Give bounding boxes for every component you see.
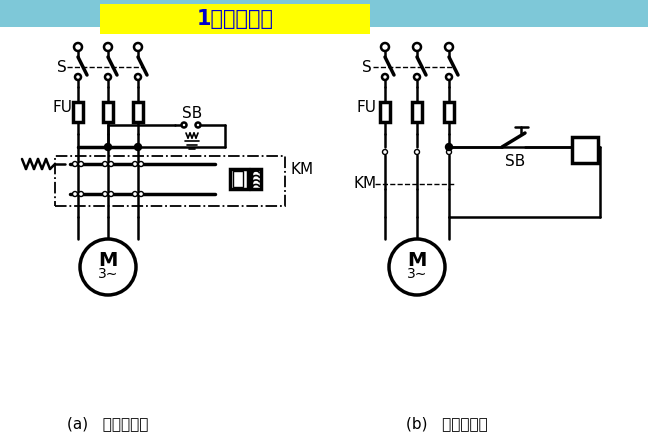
Bar xyxy=(100,4,370,34)
Text: KM: KM xyxy=(290,161,313,176)
Bar xyxy=(73,102,83,122)
Circle shape xyxy=(382,149,388,155)
Circle shape xyxy=(446,144,452,150)
Circle shape xyxy=(139,191,143,197)
Text: KM: KM xyxy=(353,176,376,191)
Circle shape xyxy=(381,43,389,51)
Circle shape xyxy=(108,191,113,197)
Text: M: M xyxy=(98,251,118,270)
Bar xyxy=(230,169,248,189)
Circle shape xyxy=(132,161,137,167)
Circle shape xyxy=(389,239,445,295)
Bar xyxy=(444,102,454,122)
Circle shape xyxy=(104,43,112,51)
Text: 1、点动控制: 1、点动控制 xyxy=(196,9,273,29)
Circle shape xyxy=(446,149,452,155)
Circle shape xyxy=(139,161,143,167)
Circle shape xyxy=(78,191,84,197)
Circle shape xyxy=(102,161,108,167)
Text: (b)   电气原理图: (b) 电气原理图 xyxy=(406,416,488,431)
Bar xyxy=(0,0,648,27)
Text: 3∼: 3∼ xyxy=(407,267,427,281)
Circle shape xyxy=(413,43,421,51)
Text: M: M xyxy=(408,251,426,270)
Circle shape xyxy=(80,239,136,295)
Circle shape xyxy=(108,161,113,167)
Circle shape xyxy=(134,43,142,51)
Circle shape xyxy=(196,122,200,127)
Circle shape xyxy=(105,74,111,80)
Circle shape xyxy=(446,74,452,80)
Circle shape xyxy=(414,74,420,80)
Circle shape xyxy=(382,74,388,80)
Bar xyxy=(233,171,243,187)
Text: SB: SB xyxy=(505,155,525,169)
Circle shape xyxy=(104,144,111,150)
Circle shape xyxy=(135,74,141,80)
Bar xyxy=(251,169,261,189)
Circle shape xyxy=(132,191,137,197)
Bar xyxy=(55,156,285,206)
Text: S: S xyxy=(57,60,67,75)
Text: FU: FU xyxy=(52,99,72,114)
Text: S: S xyxy=(362,60,372,75)
Text: 3∼: 3∼ xyxy=(98,267,118,281)
Circle shape xyxy=(415,149,419,155)
Circle shape xyxy=(78,161,84,167)
Circle shape xyxy=(181,122,187,127)
Circle shape xyxy=(102,191,108,197)
Bar xyxy=(380,102,390,122)
Circle shape xyxy=(73,191,78,197)
Bar xyxy=(103,102,113,122)
Bar xyxy=(412,102,422,122)
Circle shape xyxy=(135,144,141,150)
Circle shape xyxy=(73,161,78,167)
Text: (a)   接线示意图: (a) 接线示意图 xyxy=(67,416,148,431)
Text: KM: KM xyxy=(575,143,596,157)
Text: SB: SB xyxy=(182,106,202,121)
Circle shape xyxy=(75,74,81,80)
Bar xyxy=(133,102,143,122)
Bar xyxy=(572,137,598,163)
Circle shape xyxy=(74,43,82,51)
Text: FU: FU xyxy=(357,99,377,114)
Circle shape xyxy=(445,43,453,51)
